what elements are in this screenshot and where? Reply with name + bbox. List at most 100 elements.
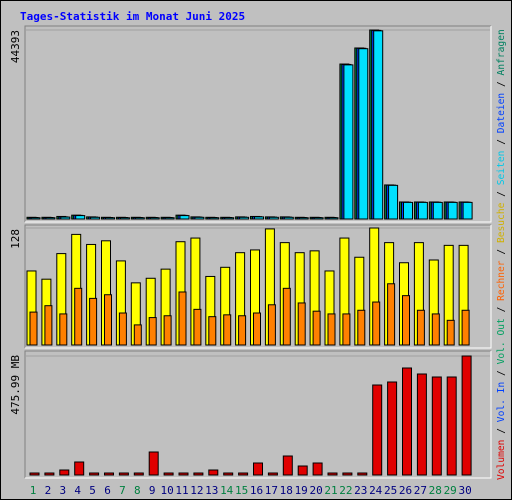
x-tick-label: 4 [74, 484, 81, 497]
bar [104, 294, 112, 346]
bar [148, 317, 157, 346]
bar [178, 291, 187, 346]
bar [313, 217, 324, 220]
bar [223, 472, 234, 476]
bar [208, 316, 217, 346]
bar [253, 312, 261, 346]
bar [45, 217, 56, 220]
bar [224, 217, 235, 220]
x-tick-label: 29 [444, 484, 457, 497]
bar [387, 381, 398, 476]
bar [118, 472, 129, 476]
legend-label: Seiten [496, 151, 507, 186]
y-tick-label: 475.99 MB [9, 355, 22, 415]
bar [44, 472, 55, 476]
bar [387, 283, 396, 346]
bar [328, 217, 339, 220]
x-tick-label: 1 [30, 484, 37, 497]
bar [59, 469, 70, 476]
x-tick-label: 23 [354, 484, 367, 497]
bar [44, 305, 53, 346]
bar [238, 472, 249, 476]
x-tick-label: 20 [309, 484, 322, 497]
x-tick-label: 13 [205, 484, 218, 497]
bar [373, 30, 384, 220]
bar [402, 295, 410, 346]
legend-separator: / [496, 428, 507, 434]
legend-label: Dateien [496, 93, 507, 133]
bar [297, 302, 306, 346]
bar [223, 314, 232, 346]
bar [254, 216, 264, 220]
legend-label: Besuche [496, 202, 507, 243]
x-tick-label: 17 [265, 484, 278, 497]
bar [209, 217, 220, 220]
bar [358, 48, 369, 220]
bar [462, 201, 473, 220]
x-tick-label: 7 [119, 484, 126, 497]
bar [29, 311, 38, 346]
panel-edge [25, 351, 492, 479]
legend-label: Rechner [496, 260, 507, 301]
bar [432, 201, 443, 220]
bar [431, 376, 442, 476]
chart-title: Tages-Statistik im Monat Juni 2025 [20, 10, 245, 23]
x-tick-label: 15 [235, 484, 248, 497]
bar [133, 324, 142, 346]
bar [75, 215, 86, 220]
bar [282, 455, 293, 476]
bar [60, 216, 71, 220]
panel-edge [24, 350, 491, 478]
panel-edge [24, 224, 491, 348]
bar [417, 201, 428, 220]
x-tick-label: 25 [384, 484, 397, 497]
x-tick-label: 3 [59, 484, 66, 497]
legend-label: Vol. Out [496, 318, 507, 364]
bar [416, 373, 427, 476]
legend-label: Vol. In [496, 382, 507, 422]
x-tick-label: 14 [220, 484, 234, 497]
bar [461, 309, 470, 346]
x-tick-label: 18 [280, 484, 293, 497]
bar [298, 217, 309, 220]
legend-separator: / [496, 81, 507, 87]
x-tick-label: 11 [175, 484, 188, 497]
bar [283, 216, 294, 220]
x-tick-label: 27 [414, 484, 427, 497]
bar [118, 312, 127, 346]
x-tick-label: 8 [134, 484, 141, 497]
legend-label: Anfragen [496, 29, 507, 75]
bar [149, 217, 160, 220]
x-tick-label: 2 [45, 484, 52, 497]
x-tick-label: 22 [339, 484, 352, 497]
bar [431, 313, 440, 346]
bar [105, 217, 115, 220]
bar [179, 215, 190, 220]
bar [119, 217, 130, 220]
bar [133, 472, 144, 476]
legend-separator: / [496, 191, 507, 197]
bar [342, 313, 351, 346]
bar [29, 472, 40, 476]
bar [193, 472, 204, 476]
bar [208, 469, 219, 476]
bar [193, 308, 202, 346]
bar [357, 309, 366, 346]
x-tick-label: 10 [160, 484, 173, 497]
bar [104, 472, 114, 476]
x-tick-label: 19 [295, 484, 308, 497]
bar [89, 297, 98, 346]
bar [59, 313, 68, 346]
bar [148, 451, 159, 476]
bar [268, 216, 279, 220]
bar [163, 472, 174, 476]
panel-edge [25, 225, 492, 349]
bar [447, 201, 458, 220]
bar [239, 216, 250, 220]
bar [446, 376, 457, 476]
x-tick-label: 24 [369, 484, 383, 497]
bar [343, 64, 354, 220]
bar [30, 217, 41, 220]
